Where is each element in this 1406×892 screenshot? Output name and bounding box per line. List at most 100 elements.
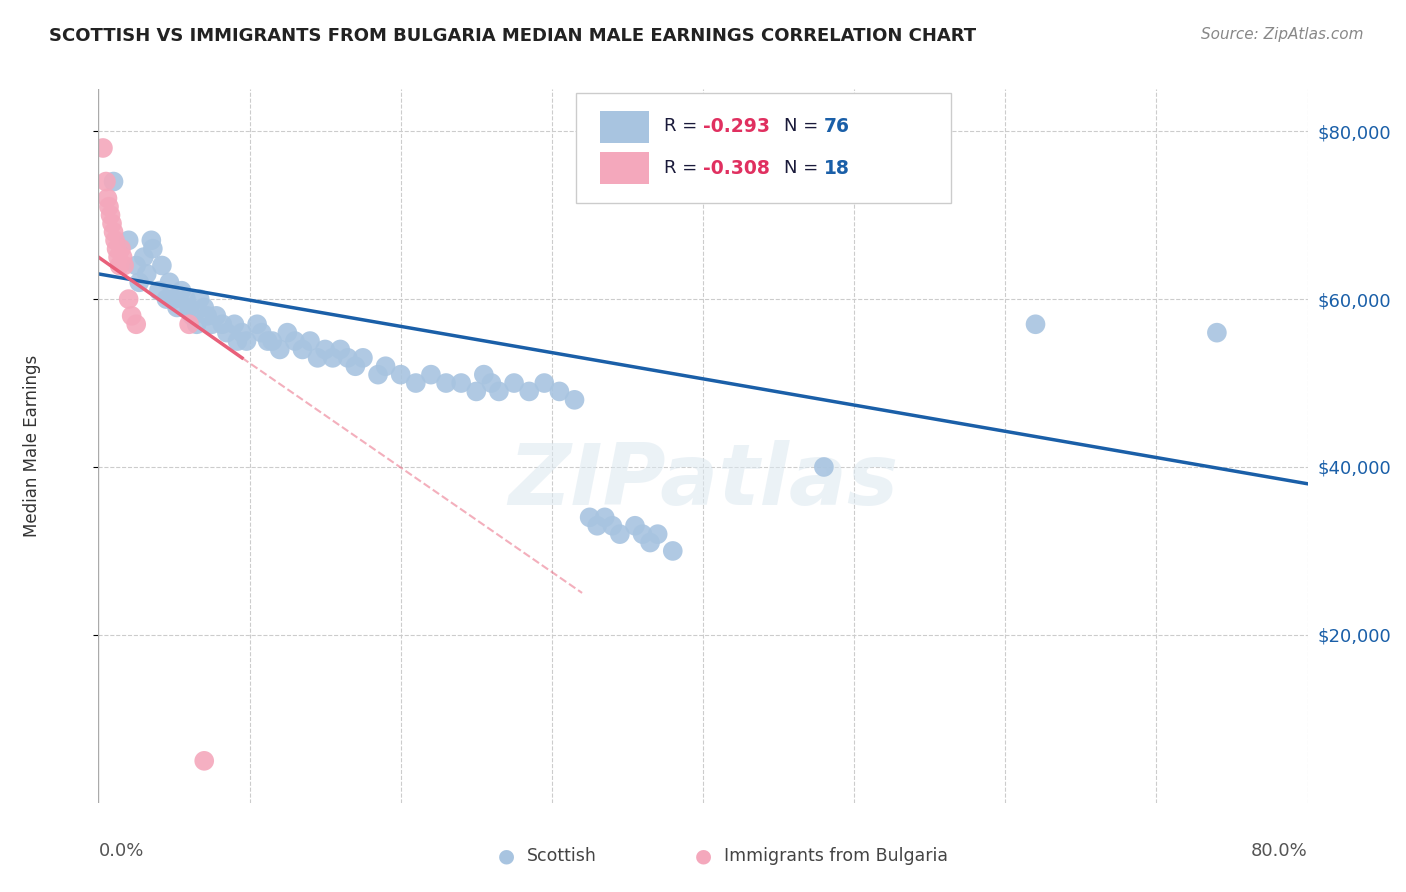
Text: ●: ●: [498, 847, 515, 866]
Point: [1024, 318, 1046, 332]
Point: [135, 267, 157, 281]
Point: [103, 225, 125, 239]
Point: [118, 233, 141, 247]
Point: [235, 334, 257, 348]
FancyBboxPatch shape: [600, 111, 648, 143]
Text: Scottish: Scottish: [527, 847, 598, 865]
Point: [533, 376, 555, 390]
Point: [121, 309, 143, 323]
Point: [450, 376, 472, 390]
Point: [1206, 326, 1229, 340]
Point: [125, 259, 148, 273]
Point: [593, 510, 616, 524]
Text: -0.293: -0.293: [703, 117, 770, 136]
Text: R =: R =: [664, 160, 703, 178]
Point: [631, 527, 654, 541]
Point: [472, 368, 495, 382]
Point: [96, 191, 118, 205]
Point: [638, 535, 661, 549]
Text: SCOTTISH VS IMMIGRANTS FROM BULGARIA MEDIAN MALE EARNINGS CORRELATION CHART: SCOTTISH VS IMMIGRANTS FROM BULGARIA MED…: [49, 27, 976, 45]
Point: [128, 275, 150, 289]
Point: [224, 318, 246, 332]
Point: [166, 301, 188, 315]
Point: [101, 217, 124, 231]
Text: ●: ●: [695, 847, 711, 866]
Text: 0.0%: 0.0%: [98, 842, 143, 860]
Point: [188, 292, 211, 306]
Text: Median Male Earnings: Median Male Earnings: [22, 355, 41, 537]
Point: [434, 376, 457, 390]
Text: R =: R =: [664, 118, 703, 136]
Point: [352, 351, 374, 365]
Point: [367, 368, 389, 382]
Point: [104, 233, 127, 247]
Point: [420, 368, 443, 382]
Point: [94, 175, 117, 189]
Point: [141, 233, 163, 247]
Point: [108, 259, 131, 273]
Point: [195, 309, 218, 323]
Point: [181, 309, 204, 323]
Text: Source: ZipAtlas.com: Source: ZipAtlas.com: [1201, 27, 1364, 42]
Point: [211, 318, 233, 332]
Point: [246, 318, 269, 332]
Point: [170, 284, 193, 298]
Point: [262, 334, 284, 348]
FancyBboxPatch shape: [576, 93, 950, 203]
Point: [231, 326, 253, 340]
Point: [163, 292, 186, 306]
Point: [548, 384, 571, 399]
Point: [586, 518, 609, 533]
Point: [517, 384, 540, 399]
Point: [329, 343, 352, 357]
Point: [118, 292, 141, 306]
Point: [564, 392, 586, 407]
Point: [256, 334, 278, 348]
Point: [174, 292, 197, 306]
Text: ZIPatlas: ZIPatlas: [508, 440, 898, 524]
Point: [344, 359, 367, 374]
Point: [291, 343, 314, 357]
Point: [269, 343, 291, 357]
Point: [215, 326, 238, 340]
Point: [98, 200, 121, 214]
Point: [105, 242, 128, 256]
Point: [148, 284, 170, 298]
Point: [813, 460, 835, 475]
Point: [465, 384, 488, 399]
Point: [226, 334, 249, 348]
Point: [179, 318, 201, 332]
Point: [336, 351, 359, 365]
Text: Immigrants from Bulgaria: Immigrants from Bulgaria: [724, 847, 948, 865]
Point: [125, 318, 148, 332]
Point: [299, 334, 322, 348]
Point: [155, 292, 177, 306]
FancyBboxPatch shape: [600, 152, 648, 184]
Point: [307, 351, 329, 365]
Point: [405, 376, 427, 390]
Point: [389, 368, 412, 382]
Point: [186, 318, 208, 332]
Point: [503, 376, 526, 390]
Point: [647, 527, 669, 541]
Point: [602, 518, 624, 533]
Point: [205, 309, 228, 323]
Point: [578, 510, 600, 524]
Point: [142, 242, 165, 256]
Point: [250, 326, 273, 340]
Text: N =: N =: [785, 160, 824, 178]
Point: [276, 326, 298, 340]
Point: [609, 527, 631, 541]
Point: [111, 250, 134, 264]
Point: [179, 301, 201, 315]
Point: [322, 351, 344, 365]
Point: [624, 518, 647, 533]
Point: [110, 242, 132, 256]
Point: [103, 175, 125, 189]
Point: [107, 250, 129, 264]
Point: [159, 275, 181, 289]
Point: [488, 384, 510, 399]
Point: [193, 301, 215, 315]
Point: [314, 343, 336, 357]
Point: [662, 544, 685, 558]
